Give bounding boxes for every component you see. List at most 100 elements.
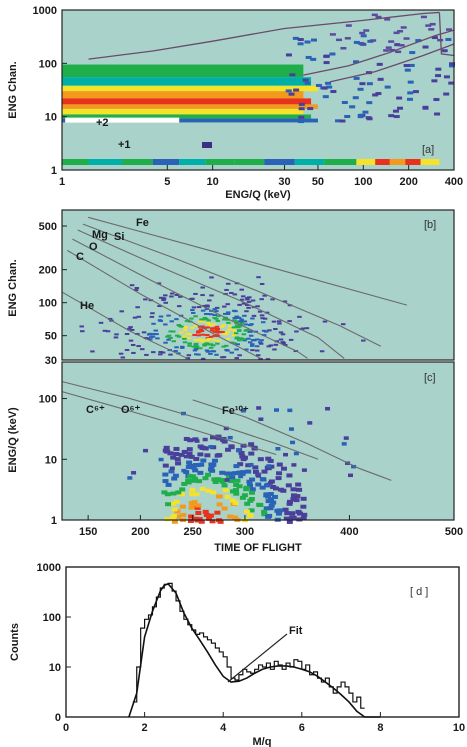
- heatmap-cell: [191, 345, 197, 348]
- heatmap-cell: [171, 507, 178, 512]
- heatmap-cell: [344, 115, 351, 119]
- heatmap-cell: [238, 320, 243, 323]
- o-track: [72, 238, 308, 359]
- heatmap-cell: [207, 467, 214, 472]
- heatmap-cell: [183, 329, 188, 332]
- heatmap-cell: [234, 324, 240, 327]
- heatmap-cell: [239, 321, 245, 324]
- heatmap-cell: [249, 487, 256, 492]
- heatmap-cell: [448, 81, 455, 85]
- heatmap-cell: [98, 321, 104, 324]
- heatmap-cell: [195, 503, 202, 508]
- heatmap-cell: [221, 324, 227, 327]
- heatmap-cell: [203, 512, 210, 517]
- heatmap-cell: [292, 36, 299, 40]
- heatmap-cell: [193, 344, 198, 347]
- heatmap-cell: [241, 493, 248, 498]
- fit-pointer-line: [227, 633, 288, 683]
- heatmap-cell: [170, 330, 176, 333]
- heatmap-cell: [199, 330, 205, 333]
- heatmap-cell: [234, 159, 265, 165]
- heatmap-cell: [215, 327, 220, 330]
- heatmap-cell: [330, 90, 337, 94]
- heatmap-cell: [193, 348, 199, 351]
- heatmap-cell: [232, 342, 237, 345]
- heatmap-cell: [289, 511, 296, 516]
- heatmap-cell: [124, 333, 130, 336]
- heatmap-cell: [206, 337, 212, 340]
- heatmap-cell: [359, 42, 366, 46]
- heatmap-cell: [240, 457, 247, 462]
- heatmap-cell: [217, 519, 224, 524]
- heatmap-cell: [183, 326, 188, 329]
- heatmap-cell: [282, 300, 288, 303]
- heatmap-cell: [209, 294, 214, 297]
- heatmap-cell: [297, 38, 304, 42]
- heatmap-cell: [259, 298, 264, 301]
- heatmap-cell: [190, 309, 195, 312]
- heatmap-cell: [248, 508, 255, 513]
- heatmap-cell: [216, 494, 223, 499]
- heatmap-cell: [151, 322, 156, 325]
- heatmap-cell: [189, 478, 196, 483]
- heatmap-cell: [208, 343, 214, 346]
- heatmap-cell: [231, 329, 237, 332]
- heatmap-cell: [175, 514, 182, 519]
- heatmap-cell: [214, 510, 221, 515]
- heatmap-cell: [173, 452, 180, 457]
- heatmap-cell: [62, 118, 318, 123]
- heatmap-cell: [340, 47, 347, 50]
- heatmap-cell: [224, 494, 231, 499]
- heatmap-cell: [175, 461, 182, 466]
- heatmap-cell: [173, 446, 180, 451]
- heatmap-cell: [255, 354, 261, 357]
- heatmap-cell: [193, 292, 198, 295]
- heatmap-cell: [271, 494, 278, 499]
- heatmap-cell: [215, 342, 220, 345]
- heatmap-cell: [200, 458, 207, 463]
- heatmap-cell: [248, 334, 254, 337]
- heatmap-cell: [245, 469, 252, 474]
- heatmap-cell: [148, 338, 153, 341]
- heatmap-cell: [180, 512, 187, 517]
- heatmap-cell: [353, 60, 360, 64]
- heatmap-cell: [102, 329, 108, 332]
- heatmap-cell: [198, 347, 203, 350]
- heatmap-cell: [169, 466, 175, 471]
- heatmap-cell: [212, 308, 218, 311]
- heatmap-cell: [181, 481, 188, 486]
- heatmap-cell: [192, 334, 197, 337]
- heatmap-cell: [285, 483, 292, 488]
- y-tick-label: 30: [45, 355, 57, 367]
- heatmap-cell: [212, 317, 217, 320]
- annotation-plus1: +1: [118, 139, 131, 151]
- annotation-plus2: +2: [96, 117, 109, 129]
- heatmap-cell: [172, 473, 179, 478]
- x-tick-label: 100: [354, 176, 372, 188]
- heatmap-cell: [310, 38, 317, 42]
- heatmap-cell: [329, 33, 336, 36]
- label-o6: O⁶⁺: [121, 404, 141, 416]
- heatmap-cell: [353, 76, 360, 80]
- heatmap-cell: [267, 492, 274, 497]
- heatmap-cell: [227, 435, 233, 440]
- y-tick-label: 50: [45, 331, 57, 343]
- label-o: O: [89, 241, 98, 253]
- heatmap-cell: [174, 509, 181, 514]
- heatmap-cell: [248, 451, 255, 456]
- heatmap-cell: [234, 336, 240, 339]
- label-fe10: Fe¹⁰⁺: [222, 405, 249, 417]
- heatmap-cell: [280, 466, 287, 471]
- heatmap-cell: [229, 341, 235, 344]
- heatmap-cell: [255, 338, 260, 341]
- y-tick-label: 0: [55, 712, 61, 724]
- heatmap-cell: [247, 330, 253, 333]
- heatmap-cell: [161, 299, 166, 302]
- heatmap-cell: [148, 336, 154, 339]
- heatmap-cell: [289, 73, 296, 77]
- heatmap-cell: [107, 317, 113, 320]
- heatmap-cell: [282, 343, 288, 346]
- heatmap-cell: [130, 343, 136, 346]
- panel-d: [ d ] Fit 0 2 4 6 8 10 0 10 100 1000 M/q Counts: [9, 562, 465, 747]
- heatmap-cell: [194, 345, 200, 348]
